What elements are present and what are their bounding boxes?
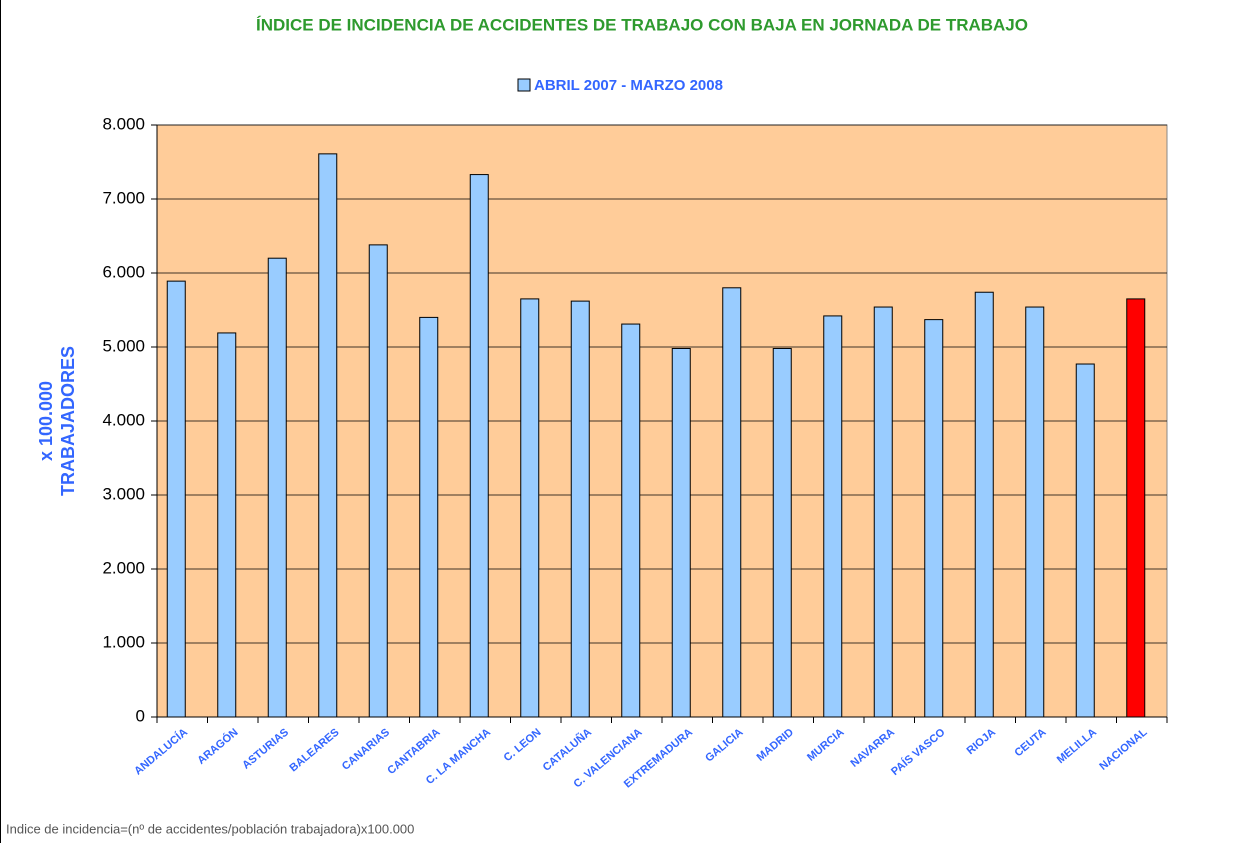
bar	[520, 298, 540, 718]
bar	[823, 315, 843, 718]
bar	[924, 319, 944, 718]
y-tick-label: 7.000	[102, 188, 145, 207]
x-tick-label: C. LEON	[502, 726, 544, 764]
bar	[1025, 306, 1045, 718]
y-tick-label: 5.000	[102, 336, 145, 355]
x-tick-label: ASTURIAS	[240, 726, 291, 771]
y-axis-label: TRABAJADORES	[58, 346, 78, 496]
bar	[974, 291, 994, 718]
x-tick-label: MURCIA	[805, 726, 846, 764]
bar	[166, 280, 186, 718]
x-tick-label: GALICIA	[703, 726, 745, 764]
y-tick-label: 3.000	[102, 484, 145, 503]
x-tick-label: CANARIAS	[340, 726, 392, 773]
y-axis-label: x 100.000	[36, 381, 56, 461]
x-tick-label: CATALUÑA	[540, 726, 594, 774]
footnote: Indice de incidencia=(nº de accidentes/p…	[6, 821, 414, 836]
bar	[217, 332, 237, 718]
bar	[873, 306, 893, 718]
y-tick-label: 2.000	[102, 558, 145, 577]
bar	[368, 244, 388, 718]
y-tick-label: 4.000	[102, 410, 145, 429]
x-tick-label: ANDALUCÍA	[132, 726, 190, 778]
x-tick-label: RIOJA	[965, 726, 999, 757]
x-tick-label: ARAGÓN	[195, 726, 241, 767]
bar	[267, 257, 287, 718]
x-tick-label: PAÍS VASCO	[888, 725, 947, 778]
bar	[1126, 298, 1146, 718]
bar	[570, 300, 590, 718]
chart-title: ÍNDICE DE INCIDENCIA DE ACCIDENTES DE TR…	[256, 15, 1028, 34]
legend-swatch	[517, 78, 531, 92]
x-tick-label: NAVARRA	[848, 726, 897, 770]
x-tick-label: MELILLA	[1055, 726, 1099, 766]
bar	[722, 287, 742, 718]
x-tick-label: CEUTA	[1012, 726, 1048, 759]
bar	[469, 174, 489, 718]
bar	[419, 316, 439, 718]
bar	[621, 323, 641, 718]
y-tick-label: 0	[136, 706, 145, 725]
bar	[318, 153, 338, 718]
y-tick-label: 8.000	[102, 114, 145, 133]
bar	[772, 347, 792, 718]
legend-label: ABRIL 2007 - MARZO 2008	[534, 77, 723, 94]
bar	[671, 347, 691, 718]
x-tick-label: MADRID	[755, 726, 796, 764]
bar	[1075, 363, 1095, 718]
y-tick-label: 6.000	[102, 262, 145, 281]
x-tick-label: NACIONAL	[1097, 726, 1149, 773]
x-tick-label: BALEARES	[287, 726, 341, 774]
y-tick-label: 1.000	[102, 632, 145, 651]
